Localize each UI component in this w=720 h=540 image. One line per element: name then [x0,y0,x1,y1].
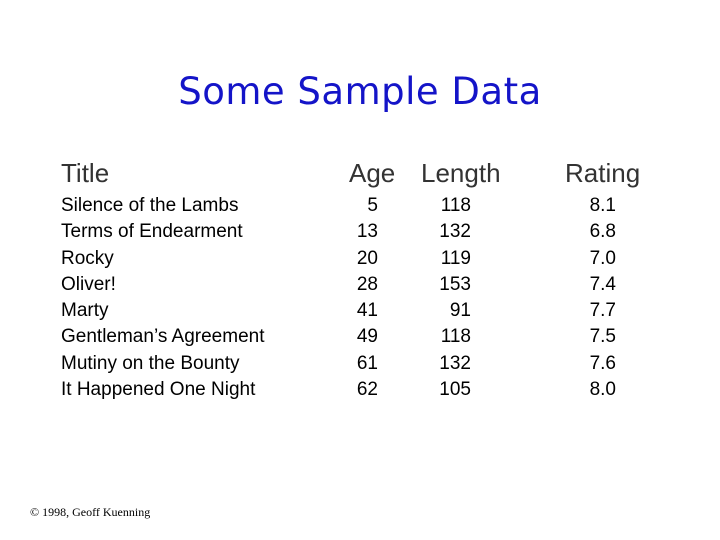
cell-title: Oliver! [61,273,116,295]
header-title: Title [61,158,110,188]
cell-rating: 7.0 [589,247,616,269]
cell-age: 62 [356,379,378,401]
age-column: 5 13 20 28 41 49 61 62 [340,193,378,403]
cell-rating: 7.6 [589,352,616,374]
length-column: 118 132 119 153 91 118 132 105 [420,193,471,403]
cell-age: 5 [367,195,378,216]
cell-age: 28 [356,273,378,295]
cell-rating: 8.0 [589,379,616,401]
cell-length: 118 [440,326,471,348]
cell-title: Mutiny on the Bounty [61,352,240,374]
title-column: Silence of the Lambs Terms of Endearment… [61,193,265,403]
cell-length: 91 [449,300,471,322]
header-length: Length [421,158,501,188]
cell-rating: 7.4 [589,273,616,295]
cell-title: Rocky [61,247,114,269]
cell-length: 132 [439,352,471,374]
cell-title: Silence of the Lambs [61,195,239,216]
header-rating: Rating [565,158,641,188]
cell-age: 61 [356,352,378,374]
cell-rating: 7.5 [589,326,616,348]
cell-length: 119 [440,247,471,269]
cell-length: 118 [440,195,471,216]
cell-title: Marty [61,300,109,322]
cell-age: 20 [356,247,378,269]
cell-length: 105 [439,379,471,401]
cell-rating: 7.7 [589,300,616,322]
cell-age: 49 [356,326,378,348]
copyright-footer: © 1998, Geoff Kuenning [30,505,151,519]
rating-column: 8.1 6.8 7.0 7.4 7.7 7.5 7.6 8.0 [570,193,616,403]
header-age: Age [349,158,396,188]
cell-title: Gentleman’s Agreement [61,326,265,348]
cell-title: Terms of Endearment [61,221,243,243]
cell-rating: 8.1 [589,195,616,216]
cell-length: 132 [439,221,471,243]
cell-length: 153 [439,273,471,295]
cell-age: 13 [356,221,378,243]
slide-title: Some Sample Data [178,70,542,113]
cell-title: It Happened One Night [61,379,256,401]
cell-age: 41 [356,300,378,322]
cell-rating: 6.8 [589,221,616,243]
